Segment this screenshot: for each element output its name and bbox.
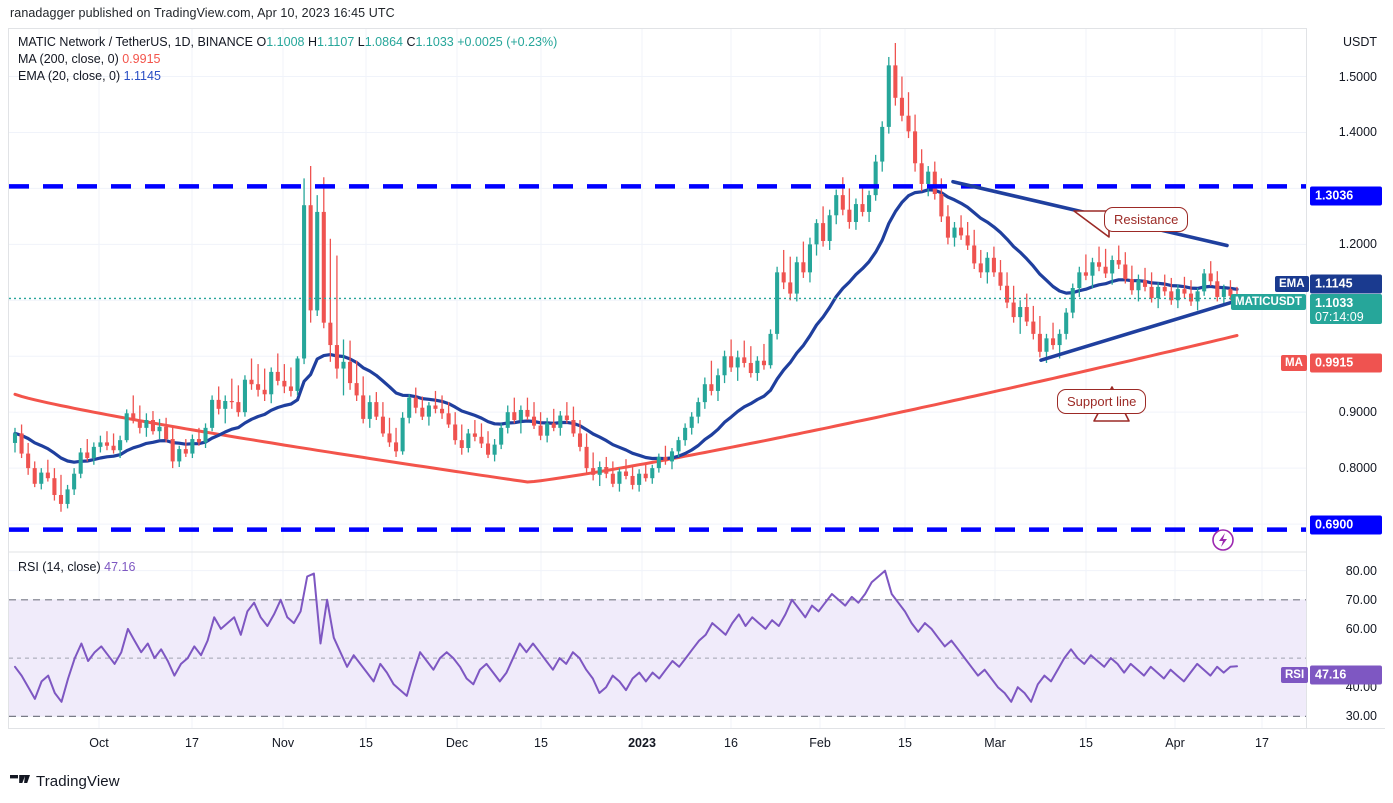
- rsi-badge: 47.16: [1310, 665, 1382, 685]
- rsi-tick-4: 30.00: [1345, 709, 1377, 724]
- price-tick-4: 0.8000: [1338, 461, 1377, 476]
- symbol-tag: MATICUSDT: [1231, 294, 1306, 310]
- legend-symbol: MATIC Network / TetherUS, 1D, BINANCE: [18, 35, 254, 49]
- price-tick-0: 1.5000: [1338, 69, 1377, 84]
- price-badge-resistance: 1.3036: [1310, 186, 1382, 206]
- price-badge-ema: 1.1145: [1310, 274, 1382, 294]
- time-tick-11: 15: [1079, 736, 1093, 750]
- attribution-text: ranadagger published on TradingView.com,…: [10, 6, 395, 20]
- price-badge-ma: 0.9915: [1310, 353, 1382, 373]
- resistance-callout: Resistance: [1104, 207, 1189, 232]
- legend-open-label: O: [256, 35, 267, 49]
- ema-tag: EMA: [1275, 276, 1309, 292]
- price-tick-2: 1.2000: [1338, 237, 1377, 252]
- plot-area[interactable]: [9, 29, 1306, 728]
- last-price-countdown: 07:14:09: [1315, 310, 1364, 324]
- time-tick-8: Feb: [809, 736, 831, 750]
- tradingview-logo: TradingView: [10, 772, 120, 790]
- price-tick-1: 1.4000: [1338, 125, 1377, 140]
- legend-high-value: 1.1107: [316, 35, 355, 49]
- time-tick-1: 17: [185, 736, 199, 750]
- time-tick-6: 2023: [628, 736, 656, 750]
- price-badge-last: 1.1033 07:14:09: [1310, 294, 1382, 324]
- time-tick-2: Nov: [271, 736, 295, 750]
- time-tick-12: Apr: [1165, 736, 1185, 750]
- legend-close-label: C: [406, 35, 416, 49]
- legend-low-value: 1.0864: [364, 35, 403, 49]
- ma-tag: MA: [1281, 355, 1307, 371]
- legend-ma-row: MA (200, close, 0) 0.9915: [18, 51, 557, 68]
- rsi-tick-0: 80.00: [1345, 563, 1377, 578]
- rsi-legend-value: 47.16: [104, 560, 136, 574]
- rsi-tag: RSI: [1281, 667, 1309, 683]
- time-tick-7: 16: [724, 736, 738, 750]
- time-tick-5: 15: [534, 736, 548, 750]
- price-tick-3: 0.9000: [1338, 405, 1377, 420]
- time-axis[interactable]: Oct 17 Nov 15 Dec 15 2023 16 Feb 15 Mar 15 Apr 17: [8, 728, 1385, 756]
- time-tick-9: 15: [898, 736, 912, 750]
- legend-open-value: 1.1008: [266, 35, 305, 49]
- chart-legend: MATIC Network / TetherUS, 1D, BINANCE O1…: [18, 34, 557, 85]
- time-tick-4: Dec: [445, 736, 469, 750]
- time-tick-10: Mar: [984, 736, 1006, 750]
- rsi-tick-2: 60.00: [1345, 621, 1377, 636]
- tv-logo-icon: [10, 775, 30, 783]
- rsi-tick-1: 70.00: [1345, 592, 1377, 607]
- price-axis-currency: USDT: [1342, 35, 1377, 49]
- legend-change: +0.0025 (+0.23%): [457, 35, 558, 49]
- legend-close-value: 1.1033: [415, 35, 454, 49]
- support-callout: Support line: [1057, 389, 1147, 414]
- legend-high-label: H: [307, 35, 317, 49]
- legend-ma-value: 0.9915: [122, 52, 161, 66]
- legend-ema-value: 1.1145: [123, 69, 161, 83]
- rsi-legend: RSI (14, close) 47.16: [18, 560, 135, 574]
- legend-ema-title: EMA (20, close, 0): [18, 69, 121, 83]
- legend-ema-row: EMA (20, close, 0) 1.1145: [18, 68, 557, 85]
- time-tick-3: 15: [359, 736, 373, 750]
- time-tick-0: Oct: [89, 736, 109, 750]
- legend-symbol-row: MATIC Network / TetherUS, 1D, BINANCE O1…: [18, 34, 557, 51]
- tradingview-logo-text: TradingView: [36, 772, 120, 790]
- price-badge-support: 0.6900: [1310, 515, 1382, 535]
- chart-canvas: [9, 29, 1306, 728]
- tradingview-logo-mark: [10, 772, 30, 790]
- time-tick-13: 17: [1255, 736, 1269, 750]
- price-axis[interactable]: USDT 1.5000 1.4000 1.2000 0.9000 0.8000 1.30…: [1231, 28, 1385, 756]
- legend-low-label: L: [357, 35, 365, 49]
- last-price-value: 1.1033: [1315, 296, 1354, 310]
- legend-ma-title: MA (200, close, 0): [18, 52, 119, 66]
- rsi-legend-title: RSI (14, close): [18, 560, 101, 574]
